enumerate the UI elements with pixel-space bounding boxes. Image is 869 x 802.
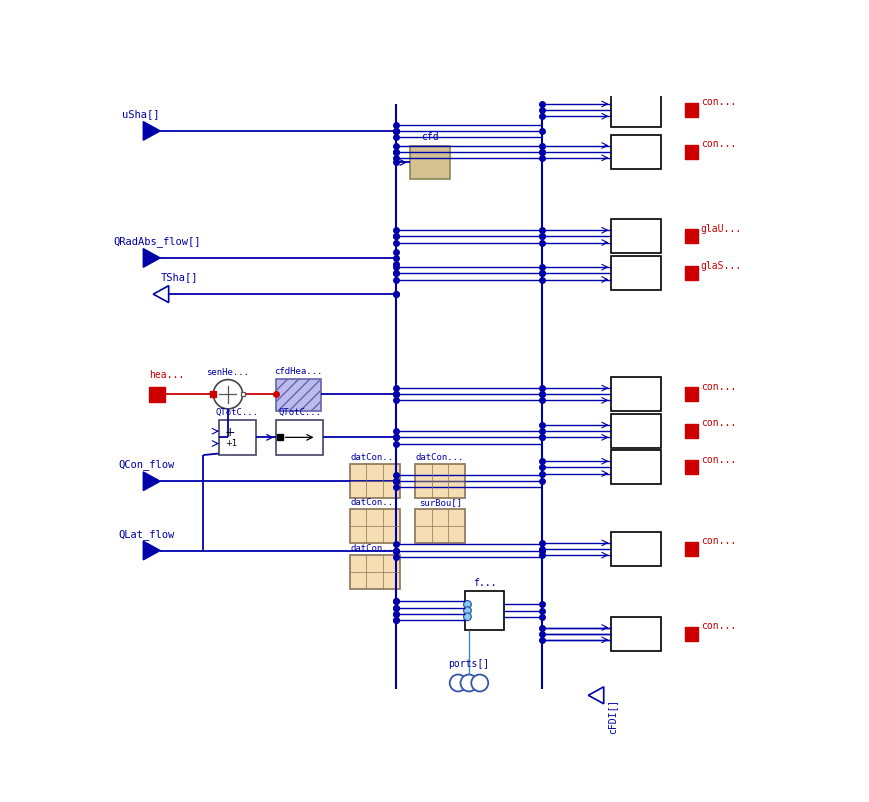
Text: f...: f...: [472, 578, 495, 589]
Polygon shape: [143, 249, 160, 267]
Bar: [415, 464, 465, 498]
Text: con...: con...: [700, 455, 735, 464]
Bar: [611, 415, 660, 448]
Bar: [611, 617, 660, 650]
Circle shape: [213, 379, 242, 409]
Bar: [276, 379, 321, 411]
Text: ports[]: ports[]: [448, 659, 489, 669]
Bar: [409, 146, 449, 179]
Circle shape: [471, 674, 488, 691]
Polygon shape: [143, 122, 160, 140]
Bar: [611, 220, 660, 253]
Circle shape: [463, 601, 471, 608]
Bar: [684, 229, 698, 243]
Circle shape: [463, 613, 471, 621]
Bar: [276, 419, 322, 455]
Text: glaS...: glaS...: [700, 261, 741, 270]
Bar: [684, 144, 698, 159]
Text: con...: con...: [700, 97, 735, 107]
Text: datCon...: datCon...: [415, 453, 464, 462]
Text: con...: con...: [700, 537, 735, 546]
Text: con...: con...: [700, 139, 735, 149]
Text: QTotC...: QTotC...: [216, 407, 258, 416]
Text: surBou[]: surBou[]: [418, 498, 461, 507]
Text: TSha[]: TSha[]: [161, 272, 198, 282]
Text: glaU...: glaU...: [700, 224, 741, 233]
Text: cfd: cfd: [421, 132, 438, 143]
Text: QLat_flow: QLat_flow: [118, 529, 175, 540]
Circle shape: [460, 674, 477, 691]
Text: datCon...: datCon...: [350, 544, 398, 553]
Bar: [349, 555, 399, 589]
Bar: [349, 509, 399, 543]
Bar: [611, 93, 660, 127]
Bar: [218, 419, 255, 455]
Bar: [611, 257, 660, 290]
Bar: [149, 387, 164, 402]
Bar: [684, 424, 698, 438]
Bar: [684, 542, 698, 556]
Polygon shape: [587, 687, 603, 704]
Bar: [611, 532, 660, 566]
Bar: [611, 135, 660, 168]
Text: QTotC...: QTotC...: [278, 407, 321, 416]
Text: QCon_flow: QCon_flow: [118, 460, 175, 470]
Text: con...: con...: [700, 382, 735, 391]
Circle shape: [449, 674, 466, 691]
Bar: [415, 509, 465, 543]
Text: +: +: [224, 426, 235, 439]
Bar: [684, 387, 698, 401]
Circle shape: [463, 607, 471, 614]
Polygon shape: [143, 472, 160, 491]
Text: +1: +1: [224, 439, 236, 448]
Text: QRadAbs_flow[]: QRadAbs_flow[]: [113, 236, 201, 247]
Bar: [684, 266, 698, 280]
Bar: [684, 460, 698, 474]
Bar: [684, 627, 698, 641]
Bar: [349, 464, 399, 498]
Bar: [611, 451, 660, 484]
Text: cFDI[]: cFDI[]: [606, 699, 616, 735]
Text: cfdHea...: cfdHea...: [275, 367, 322, 376]
Text: senHe...: senHe...: [206, 368, 249, 377]
Text: con...: con...: [700, 419, 735, 428]
Text: datCon...: datCon...: [350, 453, 398, 462]
Text: uSha[]: uSha[]: [123, 109, 160, 119]
Bar: [684, 103, 698, 117]
Text: con...: con...: [700, 621, 735, 631]
Text: datCon...: datCon...: [350, 498, 398, 507]
Text: hea...: hea...: [149, 371, 184, 380]
Polygon shape: [143, 541, 160, 560]
Polygon shape: [153, 286, 169, 302]
Bar: [611, 377, 660, 411]
Bar: [465, 591, 503, 630]
